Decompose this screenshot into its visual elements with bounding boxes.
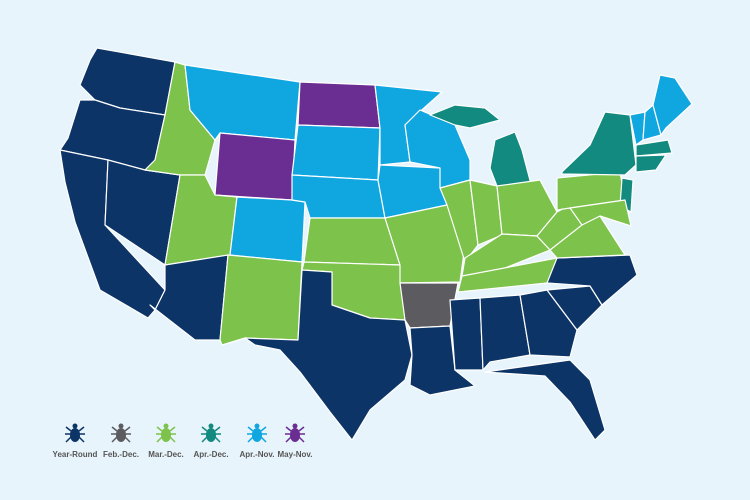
- state: [429, 104, 501, 129]
- tick-leg: [285, 426, 292, 432]
- tick-head: [292, 423, 298, 429]
- tick-leg: [156, 436, 163, 443]
- legend-label: Feb.-Dec.: [103, 450, 139, 459]
- tick-icon: [201, 423, 221, 443]
- state: [229, 196, 306, 263]
- tick-icon: [247, 423, 267, 443]
- tick-body: [206, 428, 216, 442]
- tick-icon: [65, 423, 85, 443]
- tick-head: [72, 423, 78, 429]
- state: [297, 81, 381, 129]
- state: [399, 282, 459, 329]
- state: [449, 297, 484, 371]
- states: [59, 47, 693, 441]
- state: [635, 139, 673, 157]
- tick-head: [254, 423, 260, 429]
- tick-leg: [260, 436, 267, 443]
- tick-leg: [78, 426, 85, 432]
- tick-leg: [65, 426, 72, 432]
- tick-leg: [247, 436, 254, 443]
- state: [214, 132, 296, 201]
- tick-leg: [285, 436, 292, 443]
- tick-leg: [124, 426, 131, 432]
- state: [561, 111, 637, 176]
- tick-leg: [214, 436, 221, 443]
- tick-leg: [298, 426, 305, 432]
- tick-leg: [124, 436, 131, 443]
- state: [569, 199, 632, 227]
- tick-leg: [260, 426, 267, 432]
- tick-icon: [285, 423, 305, 443]
- legend-label: Mar.-Dec.: [148, 450, 184, 459]
- legend: Year-Round Feb.-Dec. Mar.-Dec. Apr.-Dec. Apr…: [53, 423, 313, 459]
- tick-leg: [111, 426, 118, 432]
- state: [303, 217, 401, 266]
- tick-body: [70, 428, 80, 442]
- legend-label: Year-Round: [53, 450, 98, 459]
- state: [219, 254, 303, 346]
- state: [244, 269, 413, 441]
- tick-body: [252, 428, 262, 442]
- tick-leg: [169, 436, 176, 443]
- state: [546, 254, 638, 306]
- tick-head: [118, 423, 124, 429]
- tick-leg: [78, 436, 85, 443]
- tick-head: [208, 423, 214, 429]
- state: [479, 294, 531, 371]
- legend-label: May-Nov.: [278, 450, 313, 459]
- state: [484, 359, 606, 441]
- tick-body: [116, 428, 126, 442]
- state: [291, 124, 381, 181]
- legend-label: Apr.-Nov.: [240, 450, 275, 459]
- tick-leg: [214, 426, 221, 432]
- tick-leg: [169, 426, 176, 432]
- legend-label: Apr.-Dec.: [193, 450, 228, 459]
- tick-leg: [111, 436, 118, 443]
- tick-body: [290, 428, 300, 442]
- tick-leg: [298, 436, 305, 443]
- state: [409, 325, 476, 396]
- tick-head: [163, 423, 169, 429]
- tick-leg: [201, 426, 208, 432]
- state: [519, 289, 578, 358]
- state: [635, 154, 667, 173]
- tick-icon: [156, 423, 176, 443]
- tick-icon: [111, 423, 131, 443]
- tick-leg: [65, 436, 72, 443]
- tick-leg: [156, 426, 163, 432]
- tick-leg: [201, 436, 208, 443]
- tick-leg: [247, 426, 254, 432]
- state: [652, 74, 693, 136]
- tick-body: [161, 428, 171, 442]
